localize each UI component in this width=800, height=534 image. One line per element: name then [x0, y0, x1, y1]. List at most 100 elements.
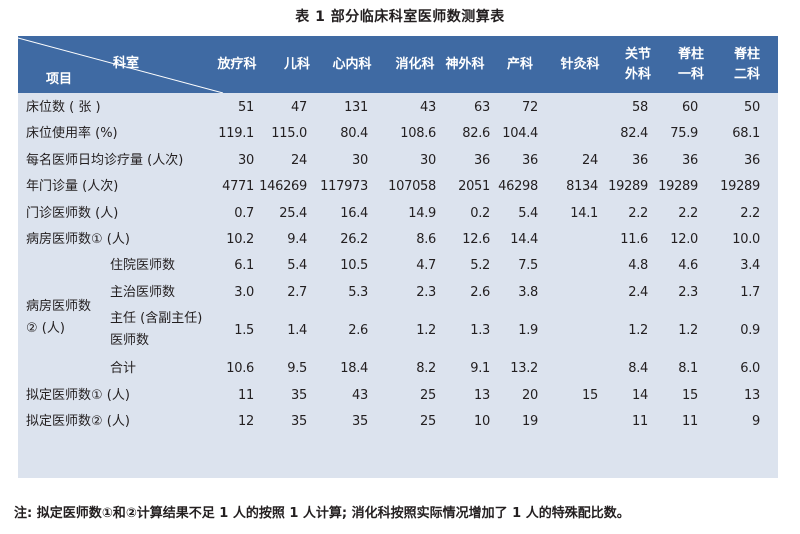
- column-header: 脊柱 二科: [733, 46, 760, 82]
- table-cell: 10.5: [340, 258, 368, 274]
- table-cell: 43: [420, 100, 436, 115]
- table-cell: 11: [238, 387, 254, 403]
- table-cell: 80.4: [340, 126, 368, 142]
- table-cell: 3.0: [234, 284, 254, 300]
- table-cell: 2.3: [416, 284, 436, 300]
- row-label: 住院医师数: [110, 258, 176, 274]
- table-cell: 50: [744, 100, 760, 115]
- table-cell: 11: [682, 414, 698, 429]
- column-header: 关节 外科: [624, 46, 651, 82]
- table-cell: 35: [291, 414, 307, 429]
- table-cell: 20: [522, 387, 538, 403]
- table-cell: 117973: [320, 179, 368, 195]
- table-cell: 30: [420, 152, 436, 168]
- table-cell: 5.2: [470, 258, 490, 274]
- table-cell: 11.6: [620, 232, 648, 247]
- table-cell: 146269: [259, 179, 307, 195]
- table-cell: 30: [352, 152, 368, 168]
- table-cell: 12.6: [462, 232, 490, 247]
- table-cell: 119.1: [218, 126, 254, 142]
- table-cell: 9: [752, 414, 760, 429]
- table-cell: 0.9: [740, 323, 760, 339]
- table-cell: 15: [682, 387, 698, 403]
- table-cell: 10.2: [226, 232, 254, 247]
- table-cell: 5.4: [287, 258, 307, 274]
- table-cell: 0.7: [234, 205, 254, 221]
- table-row: 每名医师日均诊疗量 (人次) 30 24 30 30 36 36 24 36 36 36: [18, 148, 778, 174]
- table-cell: 1.2: [628, 323, 648, 339]
- table-cell: 6.1: [234, 258, 254, 274]
- table-cell: 13: [744, 387, 760, 403]
- table-cell: 8134: [566, 179, 598, 195]
- table-cell: 19: [522, 414, 538, 429]
- table-cell: 4.8: [628, 258, 648, 274]
- table-cell: 24: [582, 152, 598, 168]
- group-label: 病房医师数 ② (人): [26, 299, 92, 337]
- table-cell: 1.3: [470, 323, 490, 339]
- table-cell: 1.7: [740, 284, 760, 300]
- table-cell: 8.2: [416, 361, 436, 377]
- column-header: 产科: [506, 56, 533, 72]
- table-cell: 36: [682, 152, 698, 168]
- table-cell: 25.4: [279, 205, 307, 221]
- row-label: 病房医师数① (人): [26, 232, 130, 247]
- table-cell: 51: [238, 100, 254, 115]
- table-cell: 35: [291, 387, 307, 403]
- column-header: 消化科: [395, 56, 435, 72]
- table-header: 项目 科室 放疗科 儿科 心内科 消化科 神外科 产科 针灸科 关节 外科 脊柱 一科 脊柱 二科: [18, 36, 778, 93]
- row-label: 每名医师日均诊疗量 (人次): [26, 152, 184, 168]
- table-cell: 3.4: [740, 258, 760, 274]
- table-cell: 36: [744, 152, 760, 168]
- corner-row-label: 项目: [46, 72, 73, 87]
- table-cell: 8.6: [416, 232, 436, 247]
- table-cell: 115.0: [271, 126, 307, 142]
- table-title: 表 1 部分临床科室医师数测算表: [295, 9, 505, 25]
- table-cell: 9.4: [287, 232, 307, 247]
- table-cell: 25: [420, 387, 436, 403]
- table-cell: 2.2: [740, 205, 760, 221]
- table-cell: 14.1: [570, 205, 598, 221]
- table-cell: 14.9: [408, 205, 436, 221]
- column-header: 放疗科: [217, 56, 257, 72]
- table-cell: 5.4: [518, 205, 538, 221]
- table-cell: 107058: [388, 179, 436, 195]
- row-label: 门诊医师数 (人): [26, 205, 119, 221]
- table-cell: 131: [344, 100, 368, 115]
- table-cell: 82.4: [620, 126, 648, 142]
- table-cell: 4.6: [678, 258, 698, 274]
- table-cell: 8.4: [628, 361, 648, 377]
- table-cell: 1.2: [416, 323, 436, 339]
- table-cell: 12: [238, 414, 254, 429]
- table-cell: 46298: [498, 179, 538, 195]
- table-cell: 82.6: [462, 126, 490, 142]
- table-cell: 19289: [720, 179, 760, 195]
- table-cell: 2.2: [678, 205, 698, 221]
- table-cell: 10.6: [226, 361, 254, 377]
- table-cell: 3.8: [518, 284, 538, 300]
- column-header: 针灸科: [560, 56, 600, 72]
- table-row: 年门诊量 (人次) 4771 146269 117973 107058 2051 46298…: [18, 174, 778, 200]
- row-label: 合计: [110, 361, 137, 377]
- table-row: 住院医师数 6.1 5.4 10.5 4.7 5.2 7.5 4.8 4.6 3.4: [18, 253, 778, 279]
- table-cell: 15: [582, 387, 598, 403]
- table-cell: 1.2: [678, 323, 698, 339]
- table-cell: 9.1: [470, 361, 490, 377]
- table-cell: 2.4: [628, 284, 648, 300]
- table-cell: 30: [238, 152, 254, 168]
- table-row: 拟定医师数① (人) 11 35 43 25 13 20 15 14 15 13: [18, 383, 778, 409]
- table-cell: 58: [632, 100, 648, 115]
- table-cell: 36: [632, 152, 648, 168]
- table-cell: 72: [522, 100, 538, 115]
- table-cell: 19289: [608, 179, 648, 195]
- table-cell: 68.1: [732, 126, 760, 142]
- row-label: 年门诊量 (人次): [26, 179, 119, 195]
- table-row: 床位数 ( 张 ) 51 47 131 43 63 72 58 60 50: [18, 95, 778, 121]
- column-header: 脊柱 一科: [677, 46, 704, 82]
- row-label: 床位数 ( 张 ): [26, 100, 101, 115]
- table-cell: 75.9: [670, 126, 698, 142]
- table-cell: 19289: [658, 179, 698, 195]
- table-cell: 108.6: [400, 126, 436, 142]
- column-header: 儿科: [283, 56, 310, 72]
- diagonal-divider: [18, 37, 224, 93]
- table-cell: 14.4: [510, 232, 538, 247]
